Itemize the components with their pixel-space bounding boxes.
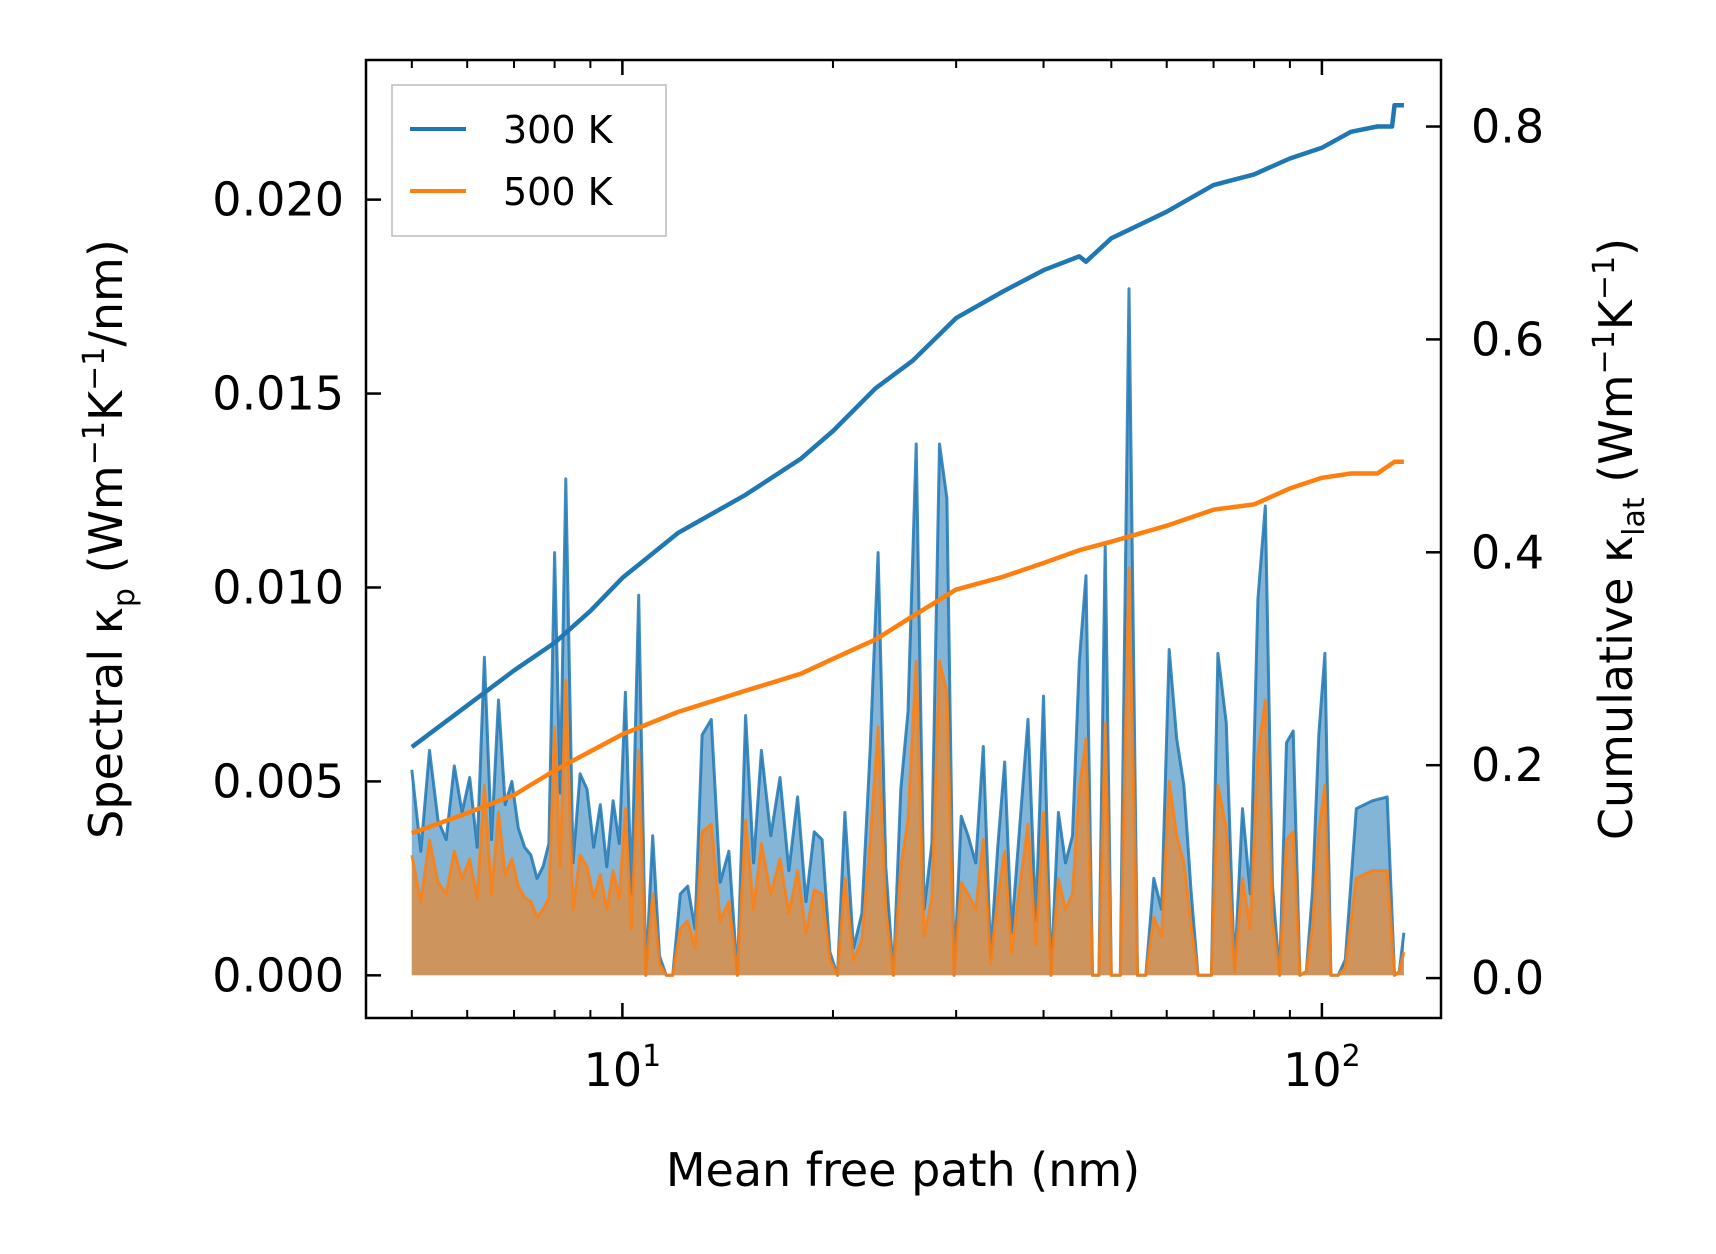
y-left-tick-label: 0.020 <box>212 173 344 227</box>
plot-area <box>410 102 1406 977</box>
y-left-tick-label: 0.000 <box>212 948 344 1002</box>
y-right-tick-label: 0.2 <box>1471 738 1544 792</box>
y-right-tick-label: 0.6 <box>1471 312 1544 366</box>
legend-label-500k: 500 K <box>503 170 614 214</box>
y-right-tick-label: 0.4 <box>1471 525 1544 579</box>
y-axis-left-title: Spectral κp (Wm−1K−1/nm) <box>77 239 142 839</box>
y-left-tick-label: 0.010 <box>212 560 344 614</box>
x-axis-title: Mean free path (nm) <box>666 1143 1140 1197</box>
x-tick-label: 102 <box>1283 1039 1361 1097</box>
spectral-line-500k <box>410 566 1406 977</box>
legend: 300 K 500 K <box>391 84 667 237</box>
cumulative-line-300k <box>410 102 1404 749</box>
y-right-tick-label: 0.8 <box>1471 100 1544 154</box>
spectral-area-500k <box>411 568 1404 976</box>
ticks: 0.000 0.005 0.010 0.015 0.020 0.0 0.2 0.4 0.6 0.8… <box>212 60 1544 1097</box>
y-axis-right-title: Cumulative κlat (Wm−1K−1) <box>1587 238 1652 840</box>
cumulative-line-500k <box>411 459 1404 836</box>
plot-frame <box>364 58 1443 1020</box>
x-tick-label: 101 <box>584 1039 662 1097</box>
axes <box>364 58 1443 1020</box>
y-left-tick-label: 0.015 <box>212 367 344 421</box>
legend-label-300k: 300 K <box>503 108 614 152</box>
y-left-tick-label: 0.005 <box>212 754 344 808</box>
y-right-tick-label: 0.0 <box>1471 951 1544 1005</box>
legend-box <box>391 84 667 237</box>
